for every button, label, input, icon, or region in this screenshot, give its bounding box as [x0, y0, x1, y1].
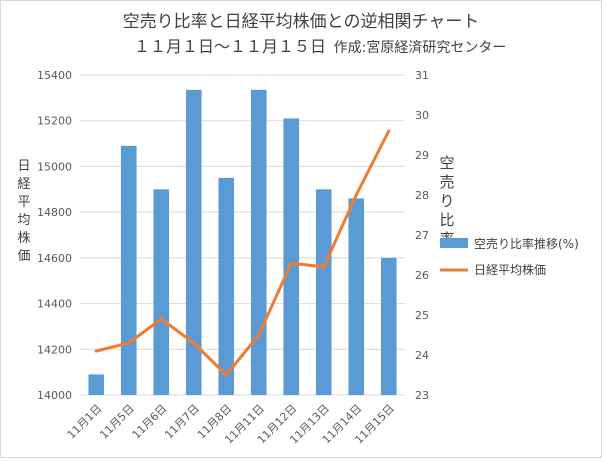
right-tick-label-0: 23 [415, 389, 429, 402]
line-point-9 [387, 129, 391, 133]
line-point-1 [127, 341, 131, 345]
left-tick-label-3: 14600 [37, 252, 72, 265]
right-tick-label-2: 25 [415, 309, 429, 322]
bar-2 [153, 189, 170, 395]
line-point-2 [159, 317, 163, 321]
left-axis-ticks: 14000 14200 14400 14600 14800 15000 15200 15400 [37, 69, 72, 402]
bar-1 [120, 145, 137, 395]
bar-5 [250, 89, 267, 395]
right-tick-label-1: 24 [415, 349, 429, 362]
chart-subtitle-range: １１月１日〜１１月１５日 [134, 37, 326, 56]
left-tick-label-5: 15000 [37, 160, 72, 173]
legend-label-bars: 空売り比率推移(%) [474, 236, 579, 251]
line-point-5 [257, 333, 261, 337]
right-tick-label-7: 30 [415, 109, 429, 122]
legend-label-line: 日経平均株価 [474, 262, 546, 277]
legend: 空売り比率推移(%) 日経平均株価 [440, 236, 579, 277]
bar-series [88, 89, 397, 395]
bar-4 [218, 177, 235, 395]
left-tick-label-4: 14800 [37, 206, 72, 219]
legend-swatch-bars [440, 238, 468, 248]
right-tick-label-8: 31 [415, 69, 429, 82]
line-point-6 [289, 261, 293, 265]
right-tick-label-3: 26 [415, 269, 429, 282]
right-axis-title: 空売り比率 [439, 154, 454, 248]
line-point-0 [94, 349, 98, 353]
line-path [94, 129, 391, 377]
left-tick-label-6: 15200 [37, 115, 72, 128]
bar-7 [315, 189, 332, 395]
left-tick-label-2: 14400 [37, 298, 72, 311]
left-tick-label-7: 15400 [37, 69, 72, 82]
left-axis-title: 日経平均株価 [17, 159, 30, 264]
right-axis-ticks: 23 24 25 26 27 28 29 30 31 [415, 69, 429, 402]
bar-6 [283, 118, 300, 395]
right-axis-label: 空売り比率 [439, 154, 454, 248]
bar-9 [380, 257, 397, 395]
chart-title: 空売り比率と日経平均株価との逆相関チャート [123, 12, 480, 32]
right-tick-label-5: 28 [415, 189, 429, 202]
left-axis-label: 日経平均株価 [17, 159, 30, 264]
right-tick-label-4: 27 [415, 229, 429, 242]
chart-subtitle-source: 作成:宮原経済研究センター [334, 40, 507, 56]
line-point-4 [224, 373, 228, 377]
line-point-8 [354, 193, 358, 197]
right-tick-label-6: 29 [415, 149, 429, 162]
line-series [94, 129, 391, 377]
bar-0 [88, 374, 105, 395]
line-point-7 [322, 265, 326, 269]
line-point-3 [192, 341, 196, 345]
bar-8 [348, 198, 365, 395]
left-tick-label-0: 14000 [37, 389, 72, 402]
bar-3 [185, 89, 202, 395]
left-tick-label-1: 14200 [37, 343, 72, 356]
